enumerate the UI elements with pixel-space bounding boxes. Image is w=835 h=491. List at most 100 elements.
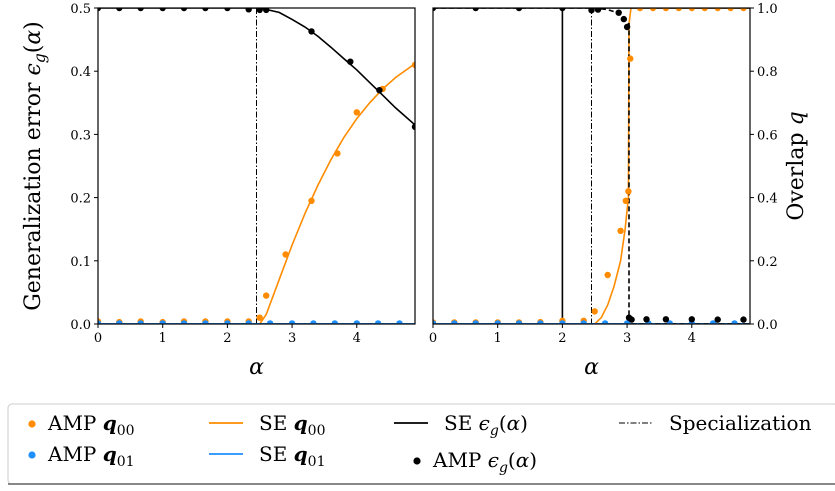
- series-line-se-q00: [433, 8, 750, 324]
- legend-item-amp-q01: AMP q01: [28, 442, 135, 470]
- point-amp-q01: [472, 320, 479, 324]
- point-amp-q00: [622, 197, 629, 204]
- point-amp-q00: [636, 8, 644, 12]
- point-amp-q01: [623, 320, 631, 324]
- point-amp-g: [714, 316, 721, 323]
- legend-label: SE q00: [259, 411, 325, 439]
- point-amp-q01: [559, 320, 566, 324]
- point-amp-g: [256, 8, 263, 14]
- point-amp-g: [159, 8, 166, 12]
- point-amp-q00: [714, 8, 721, 12]
- y-tick-label: 0.5: [70, 2, 91, 17]
- legend-item-amp-g: AMP ϵg(α): [413, 448, 537, 476]
- x-tick-label: 4: [353, 331, 361, 346]
- point-amp-g: [740, 316, 747, 323]
- point-amp-q01: [353, 320, 360, 324]
- point-amp-q01: [331, 320, 338, 324]
- point-amp-g: [245, 8, 252, 13]
- point-amp-g: [116, 8, 123, 12]
- x-tick-label: 4: [688, 331, 696, 346]
- point-amp-q01: [245, 320, 252, 324]
- point-amp-q01: [451, 320, 458, 324]
- legend: AMP q00 AMP q01 SE q00 SE q01 SE ϵg(α) AMP ϵg…: [7, 403, 835, 485]
- point-amp-g: [472, 8, 479, 12]
- point-amp-q00: [625, 188, 632, 195]
- y-tick-label: 0.2: [70, 192, 91, 207]
- point-amp-q00: [662, 8, 670, 12]
- left-panel: 0 1 2 3 4 0.0 0.1 0.2 0.3 0.4 0.5 α Generalization e…: [21, 2, 416, 380]
- point-amp-q00: [649, 8, 657, 12]
- x-tick-label: 3: [623, 331, 631, 346]
- legend-item-specialization: Specialization: [619, 411, 812, 435]
- point-amp-g: [588, 8, 595, 14]
- y-tick-label: 0.2: [757, 255, 778, 270]
- y-tick-label: 0.6: [757, 128, 778, 143]
- x-axis-label: α: [249, 355, 264, 380]
- point-amp-q01: [266, 320, 274, 324]
- x-tick-label: 1: [159, 331, 167, 346]
- point-amp-q00: [282, 251, 289, 258]
- point-amp-q00: [627, 55, 634, 62]
- point-amp-q01: [288, 320, 296, 324]
- y-tick-label: 0.4: [757, 192, 778, 207]
- point-amp-q01: [494, 320, 501, 324]
- point-amp-q00: [334, 150, 341, 157]
- y-tick-label: 0.8: [757, 65, 778, 80]
- point-amp-q01: [224, 320, 231, 324]
- point-amp-g: [433, 8, 437, 12]
- point-amp-q00: [701, 8, 708, 12]
- point-amp-q00: [353, 109, 360, 116]
- x-tick-label: 0: [429, 331, 437, 346]
- point-amp-q01: [433, 320, 437, 324]
- legend-item-amp-q00: AMP q00: [28, 411, 135, 439]
- y-tick-label: 1.0: [757, 2, 778, 17]
- y-tick-label: 0.1: [70, 255, 91, 270]
- legend-item-se-q01: SE q01: [209, 442, 325, 470]
- point-amp-g: [688, 316, 695, 323]
- point-amp-g: [411, 123, 415, 130]
- point-amp-q00: [688, 8, 695, 12]
- legend-label: AMP ϵg(α): [432, 448, 537, 476]
- point-amp-g: [202, 8, 209, 12]
- point-amp-q01: [116, 320, 123, 324]
- point-amp-q01: [202, 320, 209, 324]
- right-panel: 0 1 2 3 4 0.0 0.2 0.4 0.6 0.8 1.0 α Overlap q: [429, 2, 809, 380]
- point-amp-g: [98, 8, 102, 12]
- point-amp-q01: [601, 320, 609, 324]
- point-amp-q00: [263, 292, 270, 299]
- point-amp-g: [594, 8, 602, 13]
- point-amp-q00: [617, 227, 624, 234]
- point-amp-q00: [604, 271, 611, 279]
- y-tick-label: 0.0: [70, 318, 91, 333]
- y-tick-label: 0.0: [757, 318, 778, 333]
- legend-item-se-q00: SE q00: [209, 411, 325, 439]
- point-amp-q01: [396, 320, 403, 324]
- plot-area: [433, 8, 750, 324]
- axes-frame: [97, 7, 416, 325]
- point-amp-q00: [675, 8, 682, 12]
- point-amp-q01: [731, 320, 738, 324]
- y-axis-label: Generalization error ϵg(α): [21, 21, 49, 311]
- point-amp-q00: [308, 197, 315, 204]
- x-tick-label: 2: [558, 331, 566, 346]
- point-amp-g: [662, 316, 670, 323]
- legend-marker: [28, 420, 36, 428]
- x-tick-label: 3: [288, 331, 296, 346]
- point-amp-q00: [591, 308, 598, 315]
- legend-marker: [413, 457, 421, 465]
- point-amp-g: [643, 316, 650, 323]
- series-line-se-g: [98, 8, 415, 126]
- point-amp-q01: [537, 320, 544, 324]
- point-amp-q00: [727, 8, 734, 12]
- legend-label: AMP q00: [47, 411, 135, 439]
- legend-label: AMP q01: [47, 442, 135, 470]
- x-tick-label: 2: [223, 331, 231, 346]
- point-amp-q00: [256, 314, 263, 321]
- legend-label: SE q01: [259, 442, 325, 470]
- point-amp-q01: [159, 320, 166, 324]
- point-amp-g: [263, 8, 270, 14]
- legend-marker: [28, 451, 36, 459]
- y-tick-label: 0.3: [70, 128, 91, 143]
- x-axis-label: α: [584, 355, 599, 380]
